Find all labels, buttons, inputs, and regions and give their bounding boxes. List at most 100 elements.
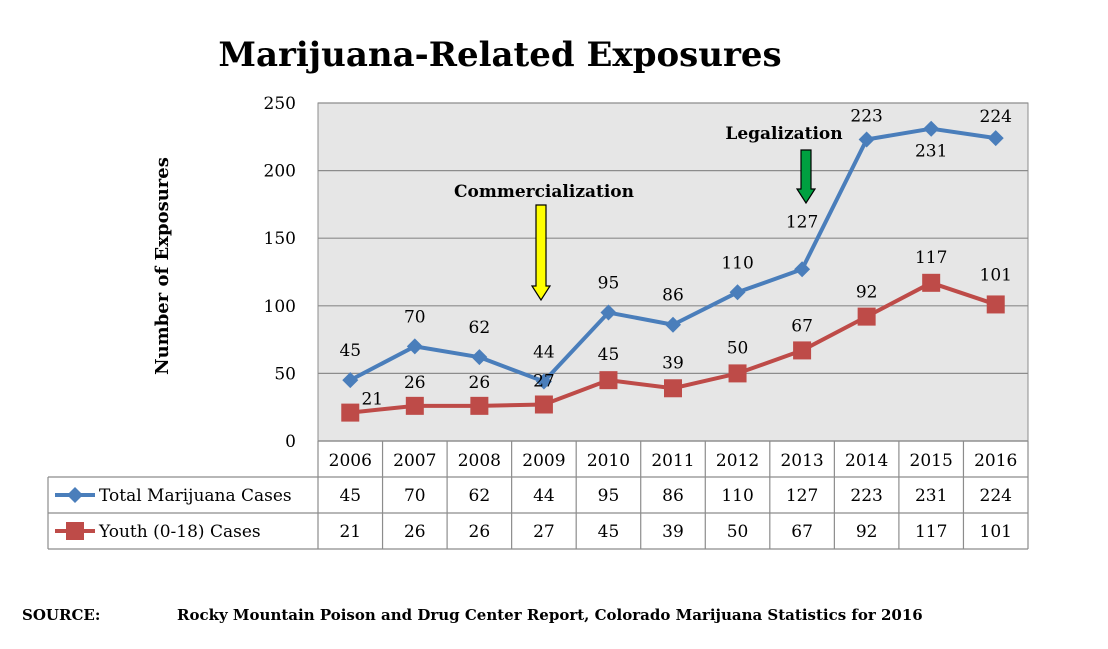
data-point-diamond bbox=[342, 372, 359, 389]
y-tick-label: 100 bbox=[264, 297, 296, 317]
data-point-square bbox=[470, 396, 489, 415]
y-tick-label: 150 bbox=[264, 229, 296, 249]
table-value-cell: 45 bbox=[339, 486, 361, 506]
table-header-cell: 2015 bbox=[910, 451, 953, 471]
data-label: 101 bbox=[980, 265, 1012, 285]
y-tick-label: 250 bbox=[264, 94, 296, 114]
series-total: 45 70 62 44 95 86 110 127 223 231 224 bbox=[339, 107, 1012, 390]
data-point-diamond bbox=[600, 304, 617, 321]
data-label: 50 bbox=[727, 338, 749, 358]
legend-entry: Total Marijuana Cases bbox=[99, 486, 292, 506]
data-point-diamond bbox=[729, 284, 746, 301]
data-point-diamond bbox=[794, 261, 811, 278]
data-point-square bbox=[857, 307, 876, 326]
table-header-cell: 2012 bbox=[716, 451, 759, 471]
data-label: 45 bbox=[598, 345, 620, 365]
legend-marker-square bbox=[66, 522, 84, 540]
y-tick-label: 0 bbox=[285, 432, 296, 452]
table-value-cell: 223 bbox=[850, 486, 882, 506]
table-value-cell: 27 bbox=[533, 522, 555, 542]
table-value-cell: 127 bbox=[786, 486, 818, 506]
table-header-cell: 2008 bbox=[458, 451, 501, 471]
table-value-cell: 117 bbox=[915, 522, 947, 542]
data-label: 26 bbox=[469, 373, 491, 393]
data-point-diamond bbox=[987, 130, 1004, 147]
table-value-cell: 50 bbox=[727, 522, 749, 542]
series-layer: 45 70 62 44 95 86 110 127 223 231 224 21 26 26 27 45 39 5… bbox=[339, 107, 1012, 422]
table-header-cell: 2013 bbox=[780, 451, 823, 471]
chart-title: Marijuana-Related Exposures bbox=[218, 35, 781, 75]
annotation-label: Legalization bbox=[725, 124, 842, 144]
annotation-arrow bbox=[795, 149, 817, 205]
table-value-cell: 62 bbox=[469, 486, 491, 506]
data-point-diamond bbox=[471, 349, 488, 366]
table-value-cell: 224 bbox=[980, 486, 1012, 506]
data-label: 44 bbox=[533, 343, 555, 363]
data-point-diamond bbox=[923, 120, 940, 137]
table-value-cell: 45 bbox=[598, 522, 620, 542]
table-header-cell: 2011 bbox=[651, 451, 694, 471]
data-label: 45 bbox=[339, 341, 361, 361]
data-label: 95 bbox=[598, 274, 620, 294]
table-value-cell: 26 bbox=[469, 522, 491, 542]
data-label: 39 bbox=[662, 353, 684, 373]
table-value-cell: 26 bbox=[404, 522, 426, 542]
y-tick-label: 50 bbox=[274, 364, 296, 384]
source-text: Rocky Mountain Poison and Drug Center Re… bbox=[177, 606, 923, 624]
legend-marker-diamond bbox=[67, 487, 83, 503]
data-point-diamond bbox=[858, 131, 875, 148]
table-value-cell: 231 bbox=[915, 486, 947, 506]
data-point-square bbox=[599, 371, 618, 390]
table-value-cell: 92 bbox=[856, 522, 878, 542]
table-header-cell: 2006 bbox=[329, 451, 372, 471]
table-value-cell: 95 bbox=[598, 486, 620, 506]
table-value-cell: 67 bbox=[791, 522, 813, 542]
data-label: 231 bbox=[915, 142, 947, 162]
table-header-cell: 2007 bbox=[393, 451, 436, 471]
series-youth: 21 26 26 27 45 39 50 67 92 117 101 bbox=[341, 248, 1012, 422]
table-value-cell: 44 bbox=[533, 486, 555, 506]
data-point-diamond bbox=[535, 373, 552, 390]
y-axis-ticks: 0 50 100 150 200 250 bbox=[264, 94, 296, 452]
data-table: 2006 2007 2008 2009 2010 2011 2012 2013 2014 2015… bbox=[47, 440, 1029, 550]
data-label: 86 bbox=[662, 286, 684, 306]
table-value-cell: 39 bbox=[662, 522, 684, 542]
data-point-square bbox=[664, 379, 682, 398]
data-label: 223 bbox=[850, 107, 882, 127]
data-label: 224 bbox=[980, 107, 1012, 127]
source-label: SOURCE: bbox=[22, 606, 100, 624]
data-point-square bbox=[922, 273, 941, 292]
data-label: 21 bbox=[361, 390, 383, 410]
data-label: 62 bbox=[469, 318, 491, 338]
data-label: 70 bbox=[404, 307, 426, 327]
data-point-square bbox=[534, 395, 553, 414]
data-point-square bbox=[341, 403, 360, 422]
data-label: 92 bbox=[856, 283, 878, 303]
table-value-cell: 101 bbox=[980, 522, 1012, 542]
data-point-square bbox=[986, 295, 1005, 314]
data-point-square bbox=[405, 396, 424, 415]
data-label: 67 bbox=[791, 316, 813, 336]
y-axis-label: Number of Exposures bbox=[152, 157, 173, 375]
y-tick-label: 200 bbox=[264, 162, 296, 182]
table-value-cell: 110 bbox=[721, 486, 753, 506]
annotation-label: Commercialization bbox=[454, 182, 634, 202]
legend-entry: Youth (0-18) Cases bbox=[98, 522, 261, 542]
data-label: 26 bbox=[404, 373, 426, 393]
data-label: 127 bbox=[786, 212, 818, 232]
table-header-cell: 2010 bbox=[587, 451, 630, 471]
table-header-cell: 2016 bbox=[974, 451, 1017, 471]
annotation-arrow bbox=[530, 204, 552, 302]
data-label: 27 bbox=[533, 371, 555, 391]
annotations: Commercialization Legalization bbox=[454, 124, 843, 302]
table-value-cell: 70 bbox=[404, 486, 426, 506]
data-point-square bbox=[728, 364, 747, 383]
data-point-diamond bbox=[665, 316, 681, 333]
table-header-cell: 2014 bbox=[845, 451, 888, 471]
table-value-cell: 21 bbox=[339, 522, 361, 542]
data-point-diamond bbox=[406, 338, 423, 355]
table-header-cell: 2009 bbox=[522, 451, 565, 471]
table-value-cell: 86 bbox=[662, 486, 684, 506]
data-label: 117 bbox=[915, 248, 947, 268]
